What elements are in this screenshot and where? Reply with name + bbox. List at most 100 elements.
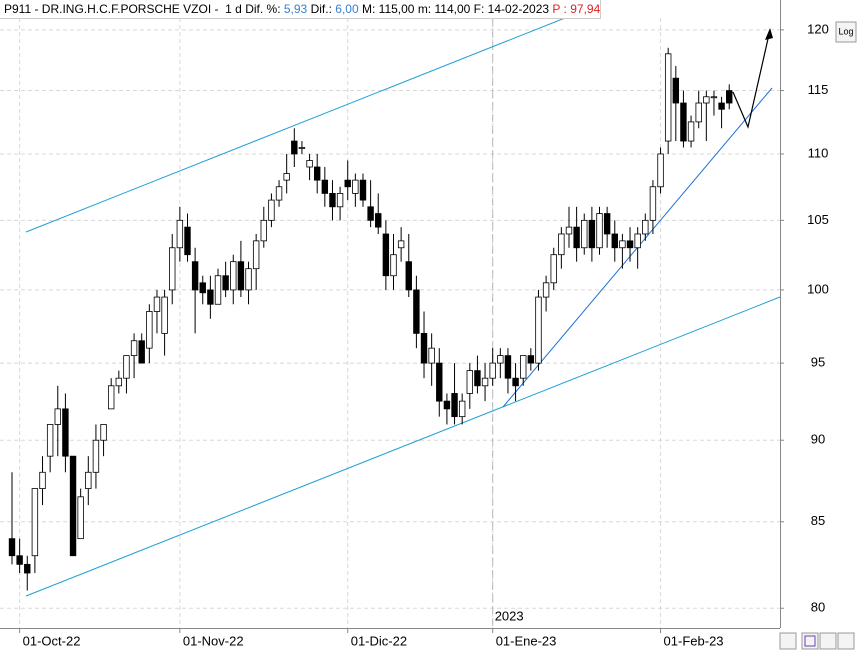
- candle-body: [680, 102, 687, 142]
- candle-body: [649, 186, 657, 221]
- candle-body: [596, 213, 603, 249]
- candle-body: [565, 226, 573, 235]
- symbol: P911 - DR.ING.H.C.F.PORSCHE VZOI -: [4, 2, 219, 16]
- button[interactable]: [819, 632, 837, 650]
- candle-body: [230, 261, 237, 291]
- y-tick-label: 100: [807, 281, 829, 296]
- candle-body: [146, 311, 153, 349]
- value: 6,00: [335, 2, 359, 16]
- candle-body: [138, 340, 145, 364]
- value: 5,93: [283, 2, 308, 16]
- arrow: [732, 29, 771, 129]
- y-tick-label: 110: [808, 145, 829, 160]
- candle-body: [298, 147, 306, 149]
- y-tick-label: 95: [811, 355, 825, 370]
- candle-body: [542, 282, 550, 298]
- candle-body: [306, 160, 313, 168]
- candle-body: [184, 226, 191, 256]
- candle-body: [703, 96, 710, 104]
- candle-body: [191, 261, 199, 291]
- toolbar: [779, 632, 855, 650]
- log-button[interactable]: Log: [835, 21, 857, 43]
- candle-body: [451, 393, 458, 418]
- value: 114,00: [434, 2, 471, 16]
- value: 14-02-2023: [487, 2, 550, 16]
- candle-body: [718, 102, 725, 110]
- candle-body: [443, 400, 451, 410]
- candle-body: [54, 408, 61, 425]
- candle-body: [558, 233, 565, 256]
- y-tick-label: 85: [811, 513, 825, 528]
- candle-body: [573, 226, 580, 249]
- candle-body: [77, 496, 84, 540]
- candle-body: [222, 275, 229, 291]
- button[interactable]: [779, 632, 797, 650]
- arrow-head: [765, 28, 773, 40]
- label: P :: [552, 2, 567, 16]
- candle-body: [245, 268, 252, 291]
- candle-body: [481, 377, 489, 387]
- candle-body: [85, 471, 92, 489]
- y-tick-label: 90: [811, 432, 825, 447]
- candle-body: [535, 296, 542, 364]
- candle-body: [62, 408, 69, 457]
- candle-body: [107, 385, 115, 410]
- candle-body: [283, 173, 290, 181]
- candle-body: [8, 538, 16, 557]
- candle-body: [489, 362, 496, 379]
- candle-body: [504, 355, 512, 379]
- candle-body: [687, 121, 695, 142]
- candle-body: [436, 362, 443, 402]
- x-tick-label: 01-Feb-23: [664, 633, 724, 648]
- candle-body: [367, 206, 374, 221]
- candle-body: [664, 53, 672, 142]
- candle-body: [458, 400, 466, 418]
- candle-body: [199, 282, 206, 294]
- grid: [0, 18, 784, 633]
- y-tick-label: 80: [811, 600, 825, 615]
- candle-body: [657, 153, 664, 188]
- candle-body: [512, 377, 519, 387]
- x-tick-label: 01-Ene-23: [496, 633, 557, 648]
- candle-body: [344, 179, 351, 188]
- candle-body: [268, 199, 275, 221]
- icon: [804, 635, 816, 647]
- candle-body: [550, 254, 557, 284]
- label: F:: [473, 2, 485, 16]
- candle-body: [390, 254, 397, 277]
- label: Dif. %:: [245, 2, 281, 16]
- candle-body: [237, 261, 245, 291]
- candle-body: [420, 332, 428, 364]
- candle-body: [130, 340, 138, 357]
- candle-body: [291, 140, 298, 155]
- candle-body: [474, 370, 481, 387]
- candle-body: [695, 102, 702, 123]
- year-label: 2023: [495, 608, 524, 623]
- y-tick-label: 120: [807, 21, 829, 36]
- button-label: Log: [838, 26, 853, 36]
- candle-body: [252, 240, 260, 270]
- candle-body: [207, 289, 214, 305]
- candle-body: [527, 355, 535, 364]
- candle-body: [672, 77, 680, 104]
- button[interactable]: [837, 632, 855, 650]
- candle-body: [428, 347, 435, 364]
- candle-body: [123, 355, 130, 379]
- candle-body: [161, 296, 168, 334]
- candle-body: [329, 193, 336, 208]
- label: m:: [417, 2, 432, 16]
- candle-body: [397, 240, 405, 249]
- button[interactable]: [835, 21, 857, 43]
- candle-body: [275, 186, 283, 201]
- candle-body: [352, 179, 359, 194]
- candle-body: [359, 179, 367, 201]
- candle-body: [466, 370, 473, 394]
- candle-body: [24, 563, 31, 574]
- candles: [8, 47, 733, 591]
- candle-body: [710, 96, 718, 99]
- button[interactable]: [801, 632, 819, 650]
- period: 1 d: [225, 2, 242, 16]
